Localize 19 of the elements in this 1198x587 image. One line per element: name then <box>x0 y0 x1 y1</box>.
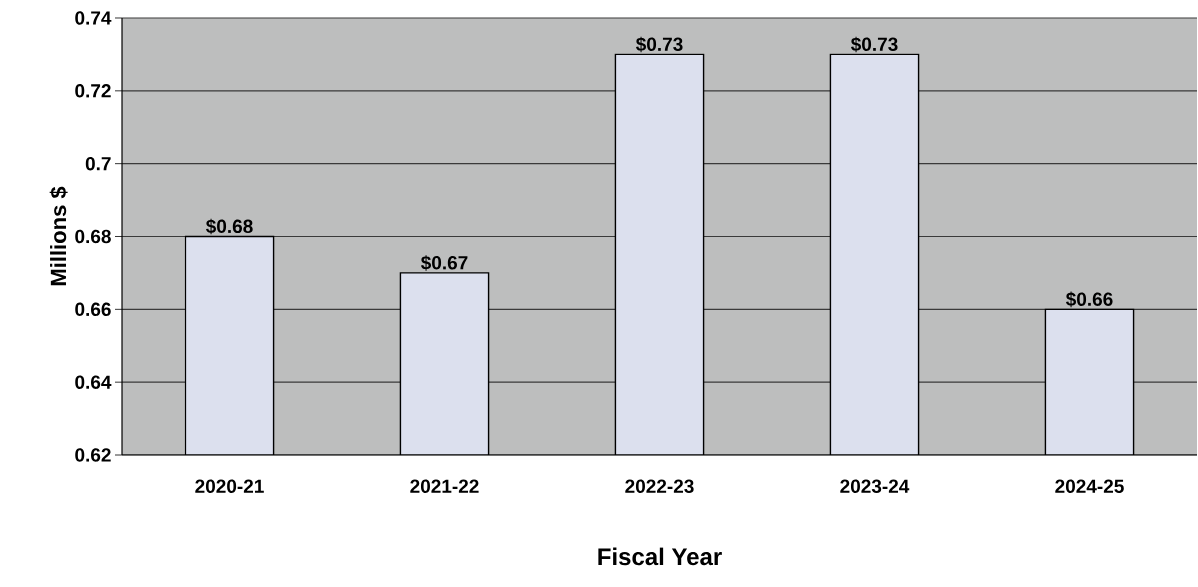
data-label: $0.66 <box>1065 291 1113 308</box>
y-tick-label: 0.66 <box>75 302 111 317</box>
y-tick-label: 0.62 <box>75 448 111 462</box>
data-label: $0.68 <box>205 218 253 235</box>
x-tick-label: 2021-22 <box>410 479 479 493</box>
y-tick-label: 0.68 <box>75 229 111 244</box>
y-tick-label: 0.74 <box>75 11 112 25</box>
x-tick-label: 2022-23 <box>625 479 694 494</box>
y-tick-label: 0.72 <box>75 84 111 98</box>
x-tick-label: 2020-21 <box>195 479 264 493</box>
x-tick-label: 2024-25 <box>1055 479 1124 493</box>
data-label: $0.73 <box>635 36 683 53</box>
x-tick-label: 2023-24 <box>840 479 910 494</box>
y-tick-label: 0.64 <box>75 375 112 389</box>
x-axis-title: Fiscal Year <box>598 547 722 566</box>
y-axis-title: Millions $ <box>49 186 68 286</box>
y-tick-label: 0.7 <box>85 156 111 171</box>
data-label: $0.73 <box>850 36 898 53</box>
data-label: $0.67 <box>420 255 468 271</box>
